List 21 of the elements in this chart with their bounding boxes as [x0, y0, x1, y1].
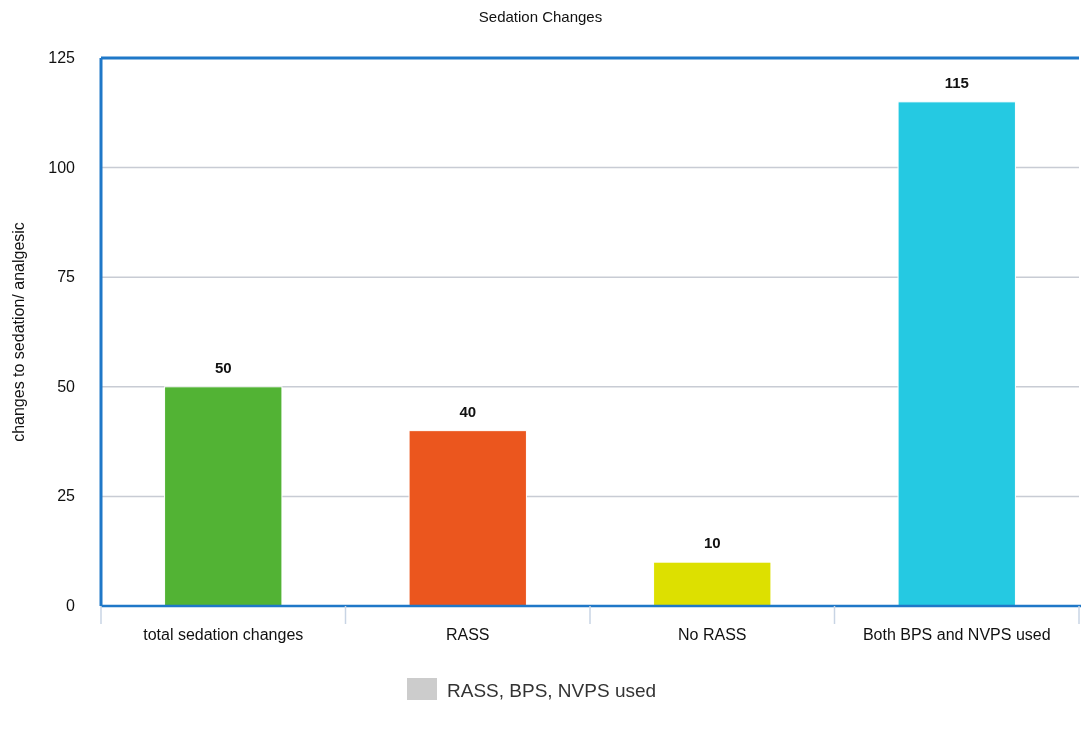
data-label: 40	[459, 402, 477, 420]
text: RASS, BPS, NVPS used	[447, 680, 657, 701]
y-tick-label: 100	[48, 158, 76, 176]
x-tick-label: RASS	[445, 626, 490, 643]
chart-title: Sedation Changes	[478, 8, 603, 25]
y-tick-label: 75	[57, 268, 76, 286]
y-tick-label: 50	[57, 377, 76, 395]
bar	[408, 430, 527, 607]
y-tick-label: 0	[66, 597, 76, 614]
y-tick-label: 25	[57, 487, 76, 505]
data-label: 10	[703, 534, 721, 552]
bar	[897, 101, 1016, 607]
y-tick-label: 125	[48, 49, 76, 66]
bar	[164, 386, 283, 607]
bar	[653, 561, 772, 607]
data-label: 50	[214, 358, 232, 376]
x-tick-label: No RASS	[678, 626, 747, 643]
x-tick-label: Both BPS and NVPS used	[862, 626, 1051, 643]
x-tick-label: total sedation changes	[143, 626, 304, 643]
data-label: 115	[944, 73, 969, 91]
y-axis-title: changes to sedation/ analgesic	[10, 222, 27, 442]
